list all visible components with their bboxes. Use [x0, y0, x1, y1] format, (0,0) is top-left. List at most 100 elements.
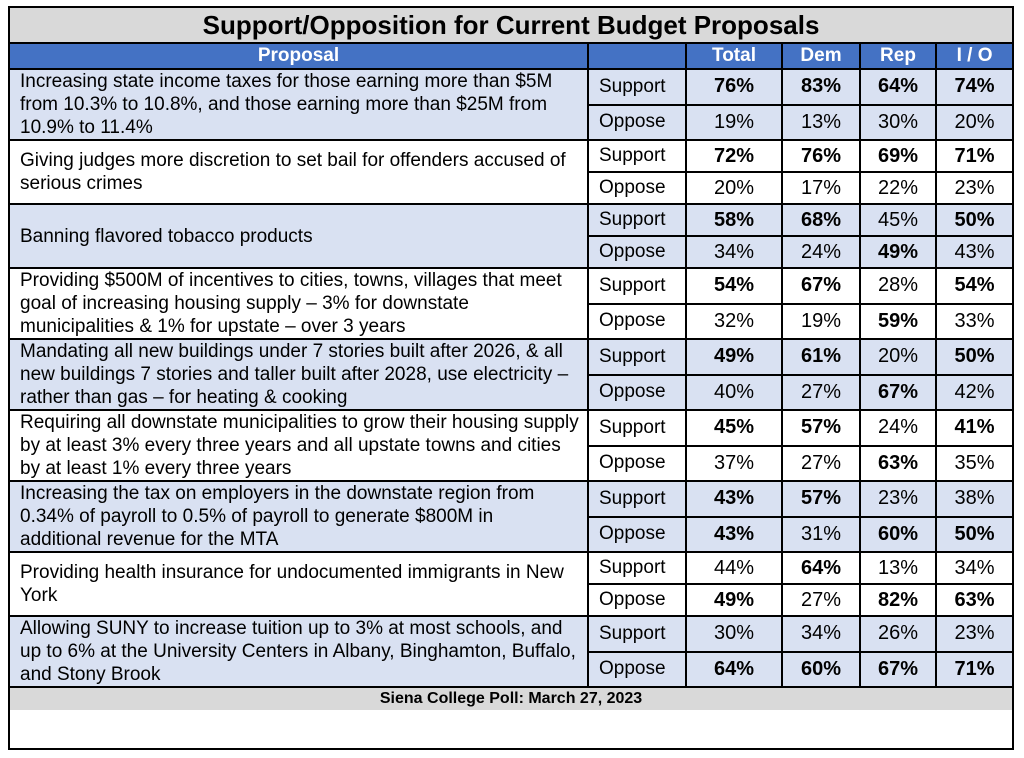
oppose-label: Oppose — [588, 444, 687, 482]
oppose-rep-value: 82% — [859, 583, 937, 617]
support-dem-value: 68% — [781, 203, 861, 237]
oppose-label: Oppose — [588, 103, 687, 141]
column-header-proposal: Proposal — [10, 42, 589, 70]
support-io-value: 41% — [934, 409, 1013, 447]
support-dem-value: 76% — [781, 139, 861, 173]
support-total-value: 58% — [685, 203, 783, 237]
support-label: Support — [587, 409, 687, 447]
poll-table: Support/Opposition for Current Budget Pr… — [10, 8, 1013, 710]
support-total-value: 30% — [685, 615, 783, 653]
support-total-value: 43% — [685, 480, 783, 518]
table-row: Requiring all downstate municipalities t… — [10, 409, 1013, 482]
oppose-total-value: 64% — [685, 650, 783, 688]
oppose-io-value: 42% — [934, 373, 1013, 411]
table-row: Oppose 20% 17% 22% 23% — [10, 171, 1013, 205]
oppose-label: Oppose — [588, 515, 687, 553]
oppose-total-value: 37% — [685, 444, 783, 482]
table-row: Oppose 40% 27% 67% 42% — [10, 373, 1013, 411]
oppose-rep-value: 49% — [859, 235, 937, 269]
table-row: Oppose 37% 27% 63% 35% — [10, 444, 1013, 482]
support-label: Support — [587, 68, 687, 106]
oppose-io-value: 33% — [934, 302, 1013, 340]
support-io-value: 38% — [934, 480, 1013, 518]
table-row: Oppose 19% 13% 30% 20% — [10, 103, 1013, 141]
proposal-text: Increasing the tax on employers in the d… — [10, 480, 589, 553]
proposal-text: Banning flavored tobacco products — [10, 203, 589, 269]
proposal-text: Giving judges more discretion to set bai… — [10, 139, 589, 205]
oppose-total-value: 19% — [685, 103, 783, 141]
oppose-dem-value: 60% — [781, 650, 861, 688]
oppose-io-value: 50% — [934, 515, 1013, 553]
table-row: Banning flavored tobacco products Support… — [10, 203, 1013, 269]
column-header-io: I / O — [934, 42, 1013, 70]
table-row: Giving judges more discretion to set bai… — [10, 139, 1013, 205]
oppose-rep-value: 59% — [859, 302, 937, 340]
support-io-value: 34% — [934, 551, 1013, 585]
support-label: Support — [587, 338, 687, 376]
oppose-dem-value: 19% — [781, 302, 861, 340]
oppose-total-value: 43% — [685, 515, 783, 553]
oppose-dem-value: 27% — [781, 444, 861, 482]
oppose-dem-value: 13% — [781, 103, 861, 141]
table-row: Allowing SUNY to increase tuition up to … — [10, 615, 1013, 688]
oppose-label: Oppose — [588, 171, 687, 205]
oppose-io-value: 63% — [934, 583, 1013, 617]
support-total-value: 72% — [685, 139, 783, 173]
oppose-rep-value: 63% — [859, 444, 937, 482]
support-total-value: 76% — [685, 68, 783, 106]
support-total-value: 54% — [685, 267, 783, 305]
poll-table-frame: Support/Opposition for Current Budget Pr… — [8, 6, 1014, 750]
support-rep-value: 13% — [859, 551, 937, 585]
support-dem-value: 83% — [781, 68, 861, 106]
oppose-io-value: 23% — [934, 171, 1013, 205]
oppose-label: Oppose — [588, 302, 687, 340]
oppose-label: Oppose — [588, 650, 687, 688]
support-total-value: 44% — [685, 551, 783, 585]
support-rep-value: 28% — [859, 267, 937, 305]
support-rep-value: 20% — [859, 338, 937, 376]
oppose-total-value: 40% — [685, 373, 783, 411]
support-label: Support — [587, 203, 687, 237]
proposal-text: Mandating all new buildings under 7 stor… — [10, 338, 589, 411]
support-io-value: 71% — [934, 139, 1013, 173]
support-label: Support — [587, 139, 687, 173]
oppose-total-value: 49% — [685, 583, 783, 617]
proposal-text: Allowing SUNY to increase tuition up to … — [10, 615, 589, 688]
oppose-rep-value: 22% — [859, 171, 937, 205]
support-total-value: 45% — [685, 409, 783, 447]
oppose-label: Oppose — [588, 583, 687, 617]
proposal-text: Providing health insurance for undocumen… — [10, 551, 589, 617]
oppose-total-value: 34% — [685, 235, 783, 269]
oppose-dem-value: 24% — [781, 235, 861, 269]
oppose-rep-value: 67% — [859, 650, 937, 688]
column-header-response — [587, 42, 687, 70]
support-io-value: 74% — [934, 68, 1013, 106]
proposal-text: Increasing state income taxes for those … — [10, 68, 589, 141]
support-dem-value: 64% — [781, 551, 861, 585]
oppose-dem-value: 17% — [781, 171, 861, 205]
oppose-total-value: 20% — [685, 171, 783, 205]
support-io-value: 50% — [934, 203, 1013, 237]
support-io-value: 54% — [934, 267, 1013, 305]
table-row: Increasing state income taxes for those … — [10, 68, 1013, 141]
table-row: Increasing the tax on employers in the d… — [10, 480, 1013, 553]
oppose-label: Oppose — [588, 235, 687, 269]
oppose-io-value: 35% — [934, 444, 1013, 482]
support-dem-value: 57% — [781, 409, 861, 447]
support-label: Support — [587, 615, 687, 653]
column-header-dem: Dem — [781, 42, 861, 70]
oppose-rep-value: 30% — [859, 103, 937, 141]
table-row: Mandating all new buildings under 7 stor… — [10, 338, 1013, 411]
table-row: Providing health insurance for undocumen… — [10, 551, 1013, 617]
table-row: Providing $500M of incentives to cities,… — [10, 267, 1013, 340]
table-row: Oppose 32% 19% 59% 33% — [10, 302, 1013, 340]
support-io-value: 23% — [934, 615, 1013, 653]
table-title: Support/Opposition for Current Budget Pr… — [10, 8, 1013, 44]
oppose-label: Oppose — [588, 373, 687, 411]
table-row: Oppose 64% 60% 67% 71% — [10, 650, 1013, 688]
support-dem-value: 61% — [781, 338, 861, 376]
oppose-dem-value: 27% — [781, 373, 861, 411]
oppose-rep-value: 60% — [859, 515, 937, 553]
support-rep-value: 23% — [859, 480, 937, 518]
table-body: Increasing state income taxes for those … — [10, 68, 1013, 688]
